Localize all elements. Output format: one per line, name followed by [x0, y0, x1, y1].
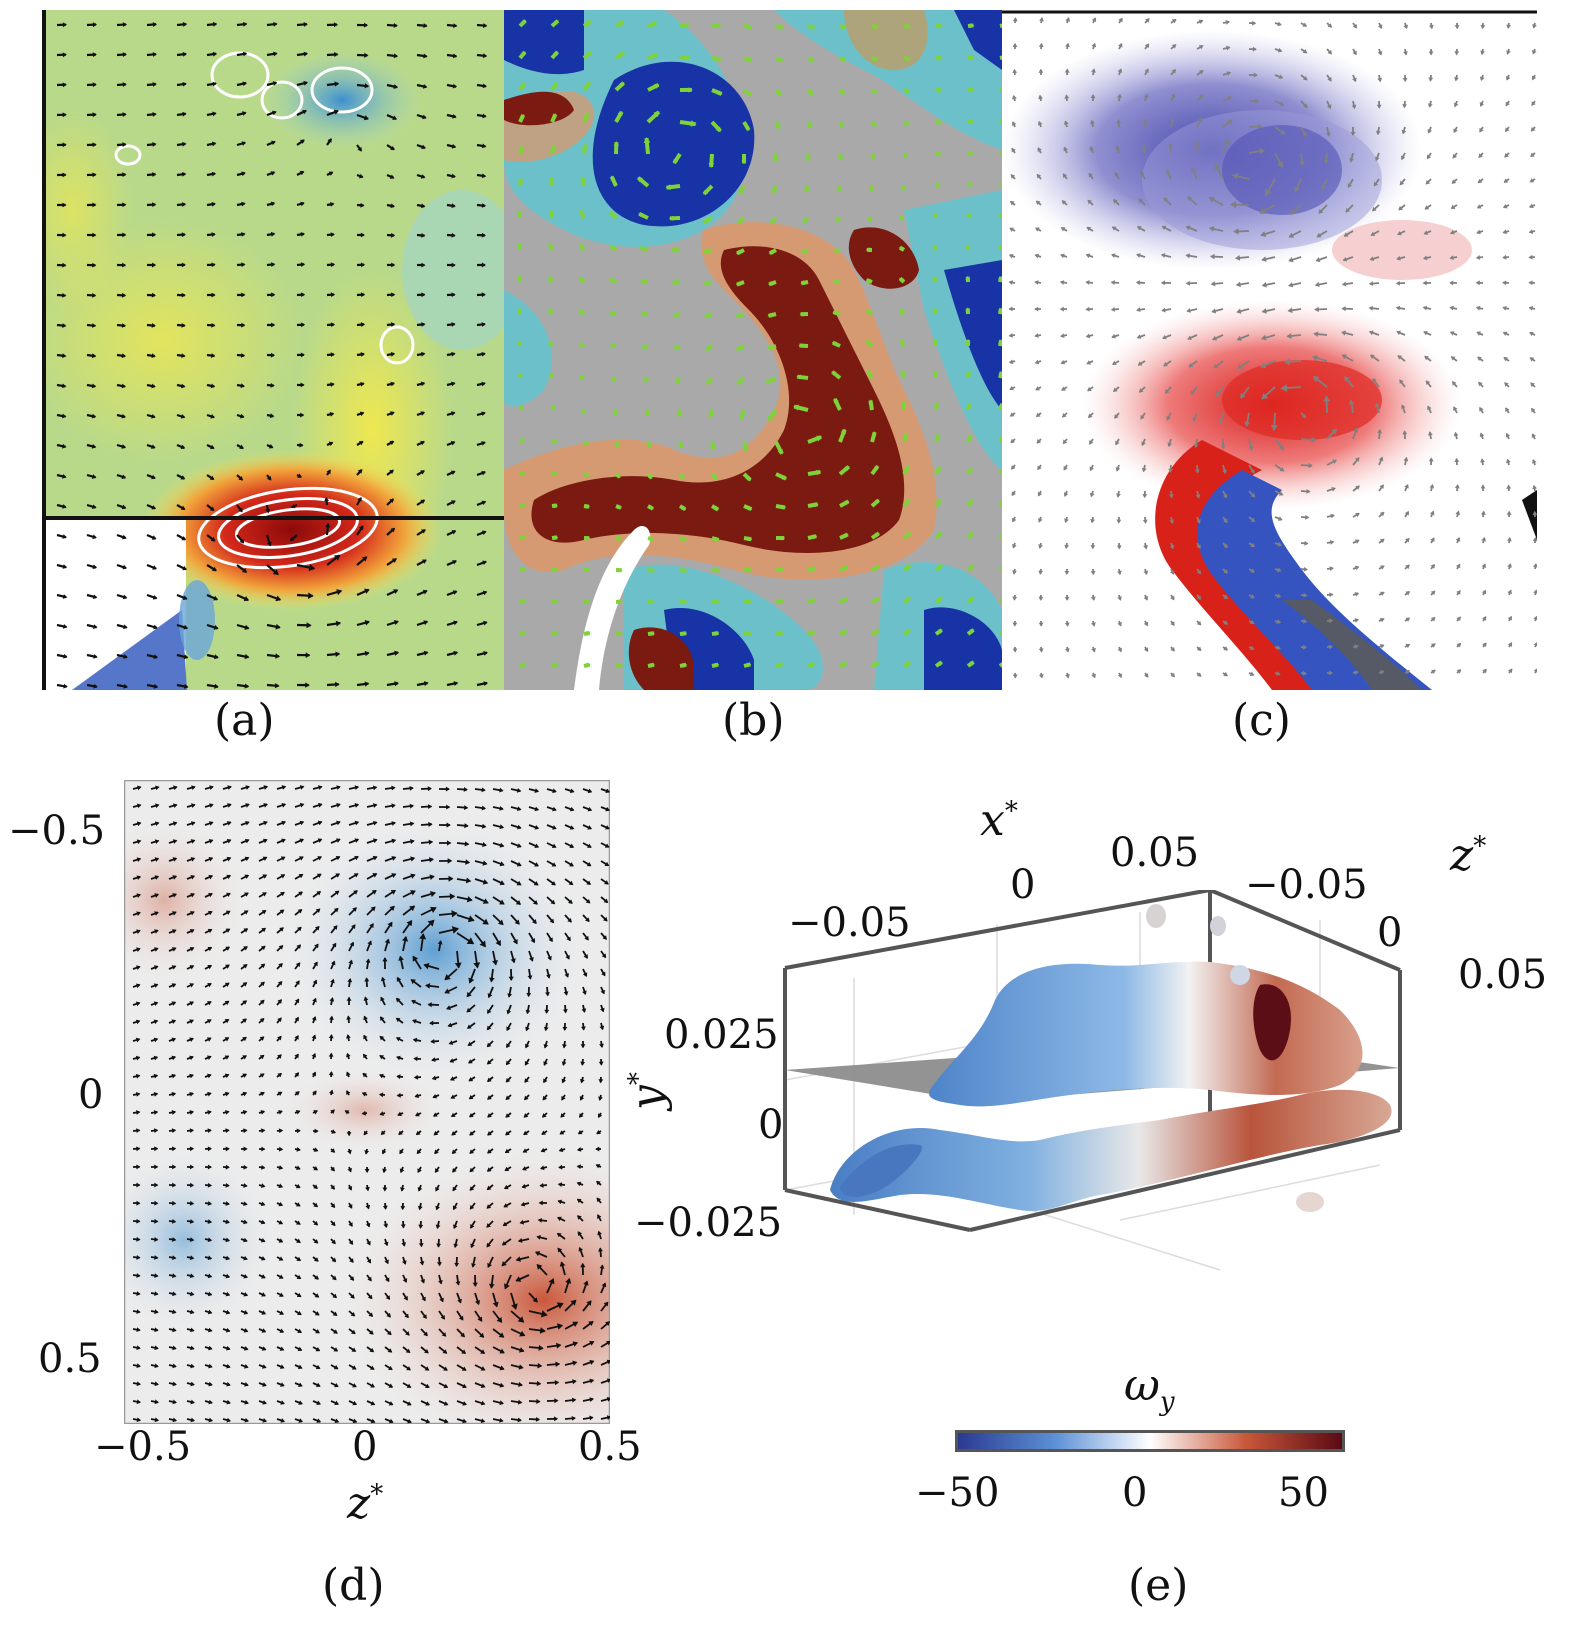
colorbar-title: ωy [1124, 1360, 1175, 1417]
panel-b-image [504, 10, 1002, 690]
panel-a-image [42, 10, 504, 690]
colorbar-tick-zero: 0 [1122, 1470, 1148, 1516]
colorbar [955, 1430, 1345, 1452]
panel-e-z-tick-zero: 0 [1377, 910, 1403, 956]
panel-e-plot [780, 890, 1460, 1350]
colorbar-tick-max: 50 [1278, 1470, 1329, 1516]
panel-d-x-tick-mid: 0 [352, 1424, 378, 1470]
panel-e-z-axis-title: z* [1450, 830, 1487, 881]
panel-a-label: (a) [214, 695, 275, 746]
panel-d-y-tick-bottom: 0.5 [38, 1336, 102, 1382]
panel-e-y-tick-top: 0.025 [664, 1012, 779, 1058]
panel-d-x-tick-right: 0.5 [578, 1424, 642, 1470]
panel-e-y-axis-title: y* [622, 1072, 673, 1110]
colorbar-tick-min: −50 [915, 1470, 1000, 1516]
panel-d-label: (d) [322, 1560, 385, 1611]
panel-e-y-tick-bottom: −0.025 [634, 1200, 783, 1246]
panel-c-image [1002, 10, 1537, 690]
panel-d-y-tick-mid: 0 [78, 1072, 104, 1118]
panel-e-z-tick-neg: −0.05 [1245, 862, 1368, 908]
panel-d-plot [124, 780, 610, 1424]
panel-e-y-tick-zero: 0 [758, 1102, 784, 1148]
panel-d-x-tick-left: −0.5 [94, 1424, 192, 1470]
panel-e-label: (e) [1128, 1560, 1189, 1611]
panel-e-x-tick-neg: −0.05 [788, 900, 911, 946]
panel-d-y-tick-top: −0.5 [8, 808, 106, 854]
panel-e-x-tick-zero: 0 [1010, 862, 1036, 908]
panel-c-label: (c) [1232, 695, 1291, 746]
panel-d-x-axis-title: z* [347, 1478, 384, 1529]
panel-e-z-tick-pos: 0.05 [1458, 952, 1548, 998]
panel-b-label: (b) [722, 695, 785, 746]
panel-e-x-tick-pos: 0.05 [1110, 830, 1200, 876]
panel-e-x-axis-title: x* [980, 795, 1018, 846]
